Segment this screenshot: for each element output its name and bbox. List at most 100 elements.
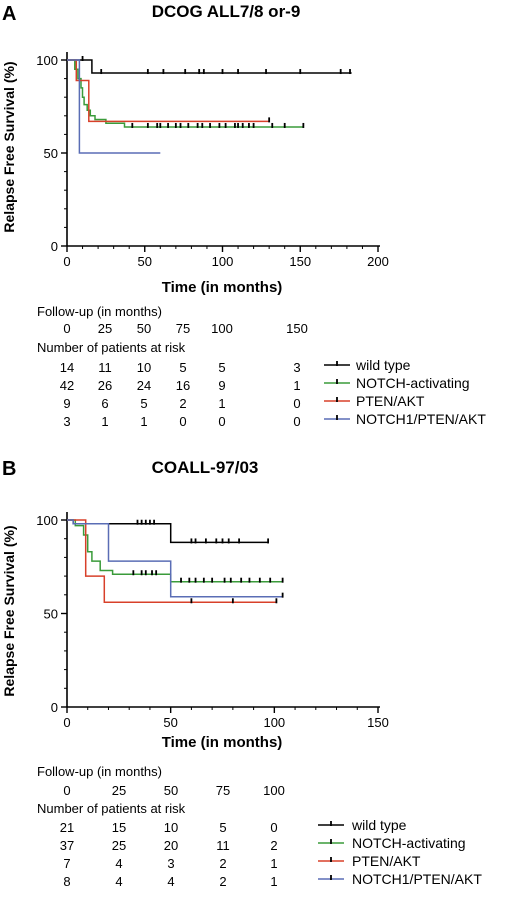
panel-b-risk-cell: 4 xyxy=(115,874,122,889)
panel-b-followup-label: Follow-up (in months) xyxy=(37,764,162,779)
panel-b-legend-label: NOTCH-activating xyxy=(352,835,466,851)
panel-b-risk-cell: 2 xyxy=(270,838,277,853)
panel-a-followup-time: 100 xyxy=(211,321,233,336)
panel-b-risk-cell: 15 xyxy=(112,820,126,835)
panel-b-risk-cell: 1 xyxy=(270,856,277,871)
panel-b-y-tick-label: 50 xyxy=(44,607,58,622)
panel-a-risk-cell: 0 xyxy=(293,396,300,411)
panel-a-series-3-curve xyxy=(67,59,161,154)
panel-a-risk-cell: 3 xyxy=(63,414,70,429)
panel-a-followup-time: 50 xyxy=(137,321,151,336)
panel-a-followup-time: 25 xyxy=(98,321,112,336)
panel-a-risk-cell: 11 xyxy=(98,360,112,375)
panel-a-followup-time: 0 xyxy=(63,321,70,336)
panel-b-x-tick-label: 50 xyxy=(163,715,177,730)
panel-a-risk-cell: 9 xyxy=(63,396,70,411)
panel-a-risk-cell: 5 xyxy=(179,360,186,375)
panel-b-risk-cell: 4 xyxy=(167,874,174,889)
panel-b-risk-cell: 25 xyxy=(112,838,126,853)
panel-b-followup-time: 0 xyxy=(63,783,70,798)
panel-a-risk-cell: 0 xyxy=(293,414,300,429)
panel-a-risk-cell: 26 xyxy=(98,378,112,393)
panel-b-x-axis-label: Time (in months) xyxy=(162,734,283,751)
panel-a-risk-cell: 16 xyxy=(176,378,190,393)
panel-b-risk-cell: 2 xyxy=(219,874,226,889)
panel-b-risk-cell: 5 xyxy=(219,820,226,835)
panel-b-risk-cell: 1 xyxy=(270,874,277,889)
panel-b-risk-cell: 2 xyxy=(219,856,226,871)
panel-b-followup-time: 100 xyxy=(263,783,285,798)
panel-a-y-tick-label: 50 xyxy=(44,146,58,161)
panel-b-y-axis-label: Relapse Free Survival (%) xyxy=(1,525,17,696)
panel-a-risk-label: Number of patients at risk xyxy=(37,340,186,355)
panel-a-legend-label: NOTCH-activating xyxy=(356,375,470,391)
panel-a-title: DCOG ALL7/8 or-9 xyxy=(152,2,301,21)
panel-b-title: COALL-97/03 xyxy=(152,458,259,477)
panel-a-risk-cell: 1 xyxy=(140,414,147,429)
panel-a-x-tick-label: 100 xyxy=(212,254,234,269)
panel-a-legend: wild type NOTCH-activating PTEN/AKT NOTCH1/… xyxy=(324,357,486,427)
panel-b-series-1-curve xyxy=(67,519,283,583)
panel-a-x-tick-label: 150 xyxy=(289,254,311,269)
panel-b-risk-cell: 7 xyxy=(63,856,70,871)
panel-b-legend-label: NOTCH1/PTEN/AKT xyxy=(352,871,482,887)
panel-b-risk-cell: 20 xyxy=(164,838,178,853)
panel-a-followup-time: 150 xyxy=(286,321,308,336)
panel-a-risk-cell: 10 xyxy=(137,360,151,375)
panel-b-letter: B xyxy=(2,458,16,480)
panel-a-risk-cell: 5 xyxy=(218,360,225,375)
panel-b-risk-label: Number of patients at risk xyxy=(37,801,186,816)
panel-b-legend: wild type NOTCH-activating PTEN/AKT NOTCH1/… xyxy=(318,817,482,887)
panel-a-series-0-curve xyxy=(67,59,352,74)
panel-a-followup-time: 75 xyxy=(176,321,190,336)
panel-a-x-tick-label: 0 xyxy=(63,254,70,269)
panel-b-x-tick-label: 0 xyxy=(63,715,70,730)
panel-b-risk-cell: 11 xyxy=(216,838,230,853)
panel-b-risk-cell: 4 xyxy=(115,856,122,871)
panel-a-risk-cell: 42 xyxy=(60,378,74,393)
panel-b-followup-time: 75 xyxy=(216,783,230,798)
panel-b-x-tick-label: 150 xyxy=(367,715,389,730)
panel-a-legend-label: PTEN/AKT xyxy=(356,393,425,409)
panel-a-risk-table: Follow-up (in months)0 25 50 75 100 150Number… xyxy=(37,304,308,429)
panel-a-x-tick-label: 200 xyxy=(367,254,389,269)
panel-a-followup-label: Follow-up (in months) xyxy=(37,304,162,319)
panel-a-risk-cell: 1 xyxy=(293,378,300,393)
panel-a-risk-cell: 1 xyxy=(218,396,225,411)
panel-a-risk-cell: 1 xyxy=(101,414,108,429)
panel-b-risk-cell: 10 xyxy=(164,820,178,835)
panel-b-risk-cell: 37 xyxy=(60,838,74,853)
panel-a-y-axis-label: Relapse Free Survival (%) xyxy=(1,61,17,232)
panel-a-risk-cell: 14 xyxy=(60,360,74,375)
panel-a-risk-cell: 9 xyxy=(218,378,225,393)
panel-b: B COALL-97/03 Relapse Free Survival (%) … xyxy=(1,458,482,889)
panel-a-risk-cell: 24 xyxy=(137,378,151,393)
panel-a: A DCOG ALL7/8 or-9 Relapse Free Survival… xyxy=(1,2,486,429)
panel-a-plot-area: 0 50 100 150 200 0 50 100 xyxy=(36,52,389,269)
panel-a-risk-cell: 6 xyxy=(101,396,108,411)
panel-b-y-tick-label: 0 xyxy=(51,700,58,715)
panel-b-plot-area: 0 50 100 150 0 50 100 xyxy=(36,512,389,730)
panel-b-x-tick-label: 100 xyxy=(263,715,285,730)
panel-b-risk-cell: 21 xyxy=(60,820,74,835)
panel-b-risk-cell: 8 xyxy=(63,874,70,889)
panel-b-risk-cell: 3 xyxy=(167,856,174,871)
panel-a-risk-cell: 3 xyxy=(293,360,300,375)
panel-a-letter: A xyxy=(2,3,16,25)
panel-b-legend-label: wild type xyxy=(351,817,407,833)
panel-b-legend-label: PTEN/AKT xyxy=(352,853,421,869)
panel-b-followup-time: 50 xyxy=(164,783,178,798)
panel-a-risk-cell: 0 xyxy=(218,414,225,429)
panel-b-series-2-curve xyxy=(67,519,277,604)
panel-a-x-tick-label: 50 xyxy=(138,254,152,269)
panel-a-legend-label: wild type xyxy=(355,357,411,373)
panel-a-y-tick-label: 100 xyxy=(36,53,58,68)
panel-b-followup-time: 25 xyxy=(112,783,126,798)
panel-a-risk-cell: 5 xyxy=(140,396,147,411)
panel-a-y-tick-label: 0 xyxy=(51,239,58,254)
panel-b-risk-cell: 0 xyxy=(270,820,277,835)
panel-a-risk-cell: 0 xyxy=(179,414,186,429)
panel-a-x-axis-label: Time (in months) xyxy=(162,279,283,296)
